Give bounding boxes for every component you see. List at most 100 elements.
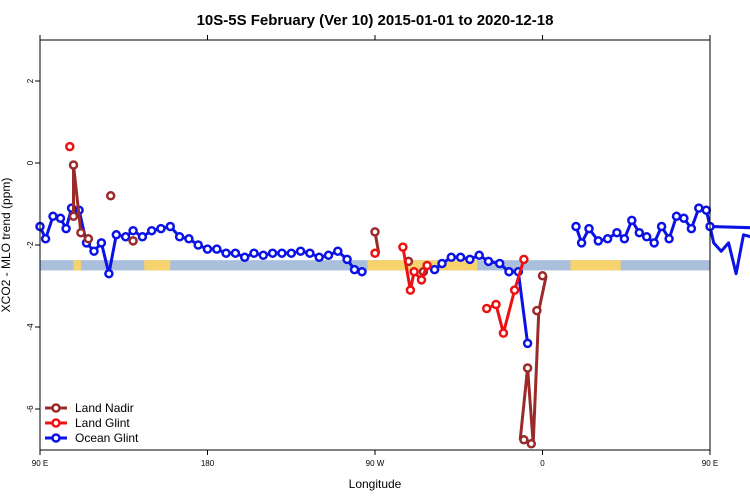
data-point	[89, 246, 99, 256]
data-point	[612, 227, 622, 238]
data-point	[323, 250, 334, 261]
data-point	[370, 227, 380, 237]
data-point	[686, 223, 697, 234]
data-point	[239, 252, 250, 263]
data-point	[602, 234, 613, 244]
y-axis-label: XCO2 - MLO trend (ppm)	[0, 178, 13, 313]
legend-item: Land Glint	[45, 416, 130, 430]
x-tick-label: 180	[201, 459, 215, 468]
data-point	[267, 248, 278, 258]
x-tick-label: 90 E	[32, 459, 48, 468]
band-land-segment	[144, 260, 171, 271]
data-point	[679, 213, 689, 224]
data-point	[174, 232, 185, 242]
data-point	[165, 221, 176, 232]
data-point	[55, 213, 66, 224]
data-point	[104, 268, 114, 279]
data-point	[571, 221, 581, 232]
data-point	[491, 299, 501, 310]
data-point	[405, 285, 416, 295]
data-point	[68, 211, 79, 222]
data-point	[522, 338, 533, 349]
y-tick-label: 0	[26, 160, 35, 165]
plot-frame	[39, 39, 711, 451]
data-point	[671, 211, 682, 222]
data-point	[509, 285, 520, 295]
data-point	[627, 215, 637, 226]
series-land-nadir	[68, 160, 548, 449]
data-point	[305, 248, 315, 258]
series-line	[518, 275, 548, 446]
data-point	[701, 205, 712, 215]
legend-swatch-marker	[51, 403, 61, 413]
ocean-land-band	[40, 260, 710, 271]
band-land-segment	[73, 260, 81, 271]
data-point	[61, 223, 71, 234]
data-point	[357, 266, 367, 277]
data-point	[494, 258, 505, 269]
data-point	[619, 234, 630, 244]
y-tick-label: -6	[26, 405, 35, 413]
data-point	[120, 232, 131, 242]
data-point	[184, 234, 194, 244]
data-point	[519, 435, 529, 445]
band-land-segment	[570, 260, 621, 271]
data-point	[446, 252, 457, 263]
data-point	[314, 252, 324, 263]
data-point	[221, 248, 231, 258]
data-point	[258, 250, 269, 261]
data-point	[212, 244, 222, 254]
data-point	[474, 250, 484, 261]
x-axis: 90 E 180 90 W 0 90 E	[32, 35, 718, 468]
legend-label: Land Nadir	[75, 401, 134, 415]
legend-label: Ocean Glint	[75, 431, 139, 445]
data-point	[156, 223, 166, 234]
series-ocean-glint	[35, 203, 750, 349]
data-point	[519, 254, 529, 265]
data-point	[422, 260, 432, 271]
legend-item: Ocean Glint	[45, 431, 139, 445]
data-point	[437, 258, 447, 269]
x-tick-label: 0	[540, 459, 545, 468]
y-tick-label: -2	[26, 241, 35, 249]
data-point	[249, 248, 259, 258]
y-axis: 2 0 -2 -4 -6	[26, 78, 40, 413]
data-point	[537, 271, 548, 281]
data-point	[481, 303, 492, 314]
data-point	[409, 266, 419, 277]
data-point	[634, 227, 645, 238]
data-point	[111, 230, 122, 240]
x-axis-label: Longitude	[349, 477, 402, 491]
data-point	[349, 264, 360, 275]
legend-swatch-marker	[51, 433, 61, 443]
legend-label: Land Glint	[75, 416, 130, 430]
data-point	[65, 141, 75, 152]
data-point	[48, 211, 58, 222]
chart-title: 10S-5S February (Ver 10) 2015-01-01 to 2…	[197, 12, 554, 29]
series-land-glint	[65, 141, 529, 338]
data-point	[522, 363, 533, 373]
data-point	[193, 240, 203, 250]
data-point	[83, 234, 94, 244]
series-layer	[35, 141, 750, 449]
data-point	[455, 252, 466, 263]
series-line	[72, 163, 83, 233]
data-point	[146, 225, 157, 236]
y-tick-label: -4	[26, 323, 35, 331]
data-point	[370, 248, 380, 258]
data-point	[694, 203, 704, 213]
data-point	[68, 160, 79, 170]
data-point	[277, 248, 287, 258]
x-tick-label: 90 E	[702, 459, 718, 468]
y-tick-label: 2	[26, 78, 35, 83]
data-point	[584, 223, 594, 234]
legend-swatch-marker	[51, 418, 61, 428]
data-point	[593, 236, 604, 246]
legend-item: Land Nadir	[45, 401, 134, 415]
data-point	[137, 232, 148, 242]
data-point	[76, 227, 86, 238]
data-point	[465, 254, 475, 265]
data-point	[532, 305, 542, 316]
